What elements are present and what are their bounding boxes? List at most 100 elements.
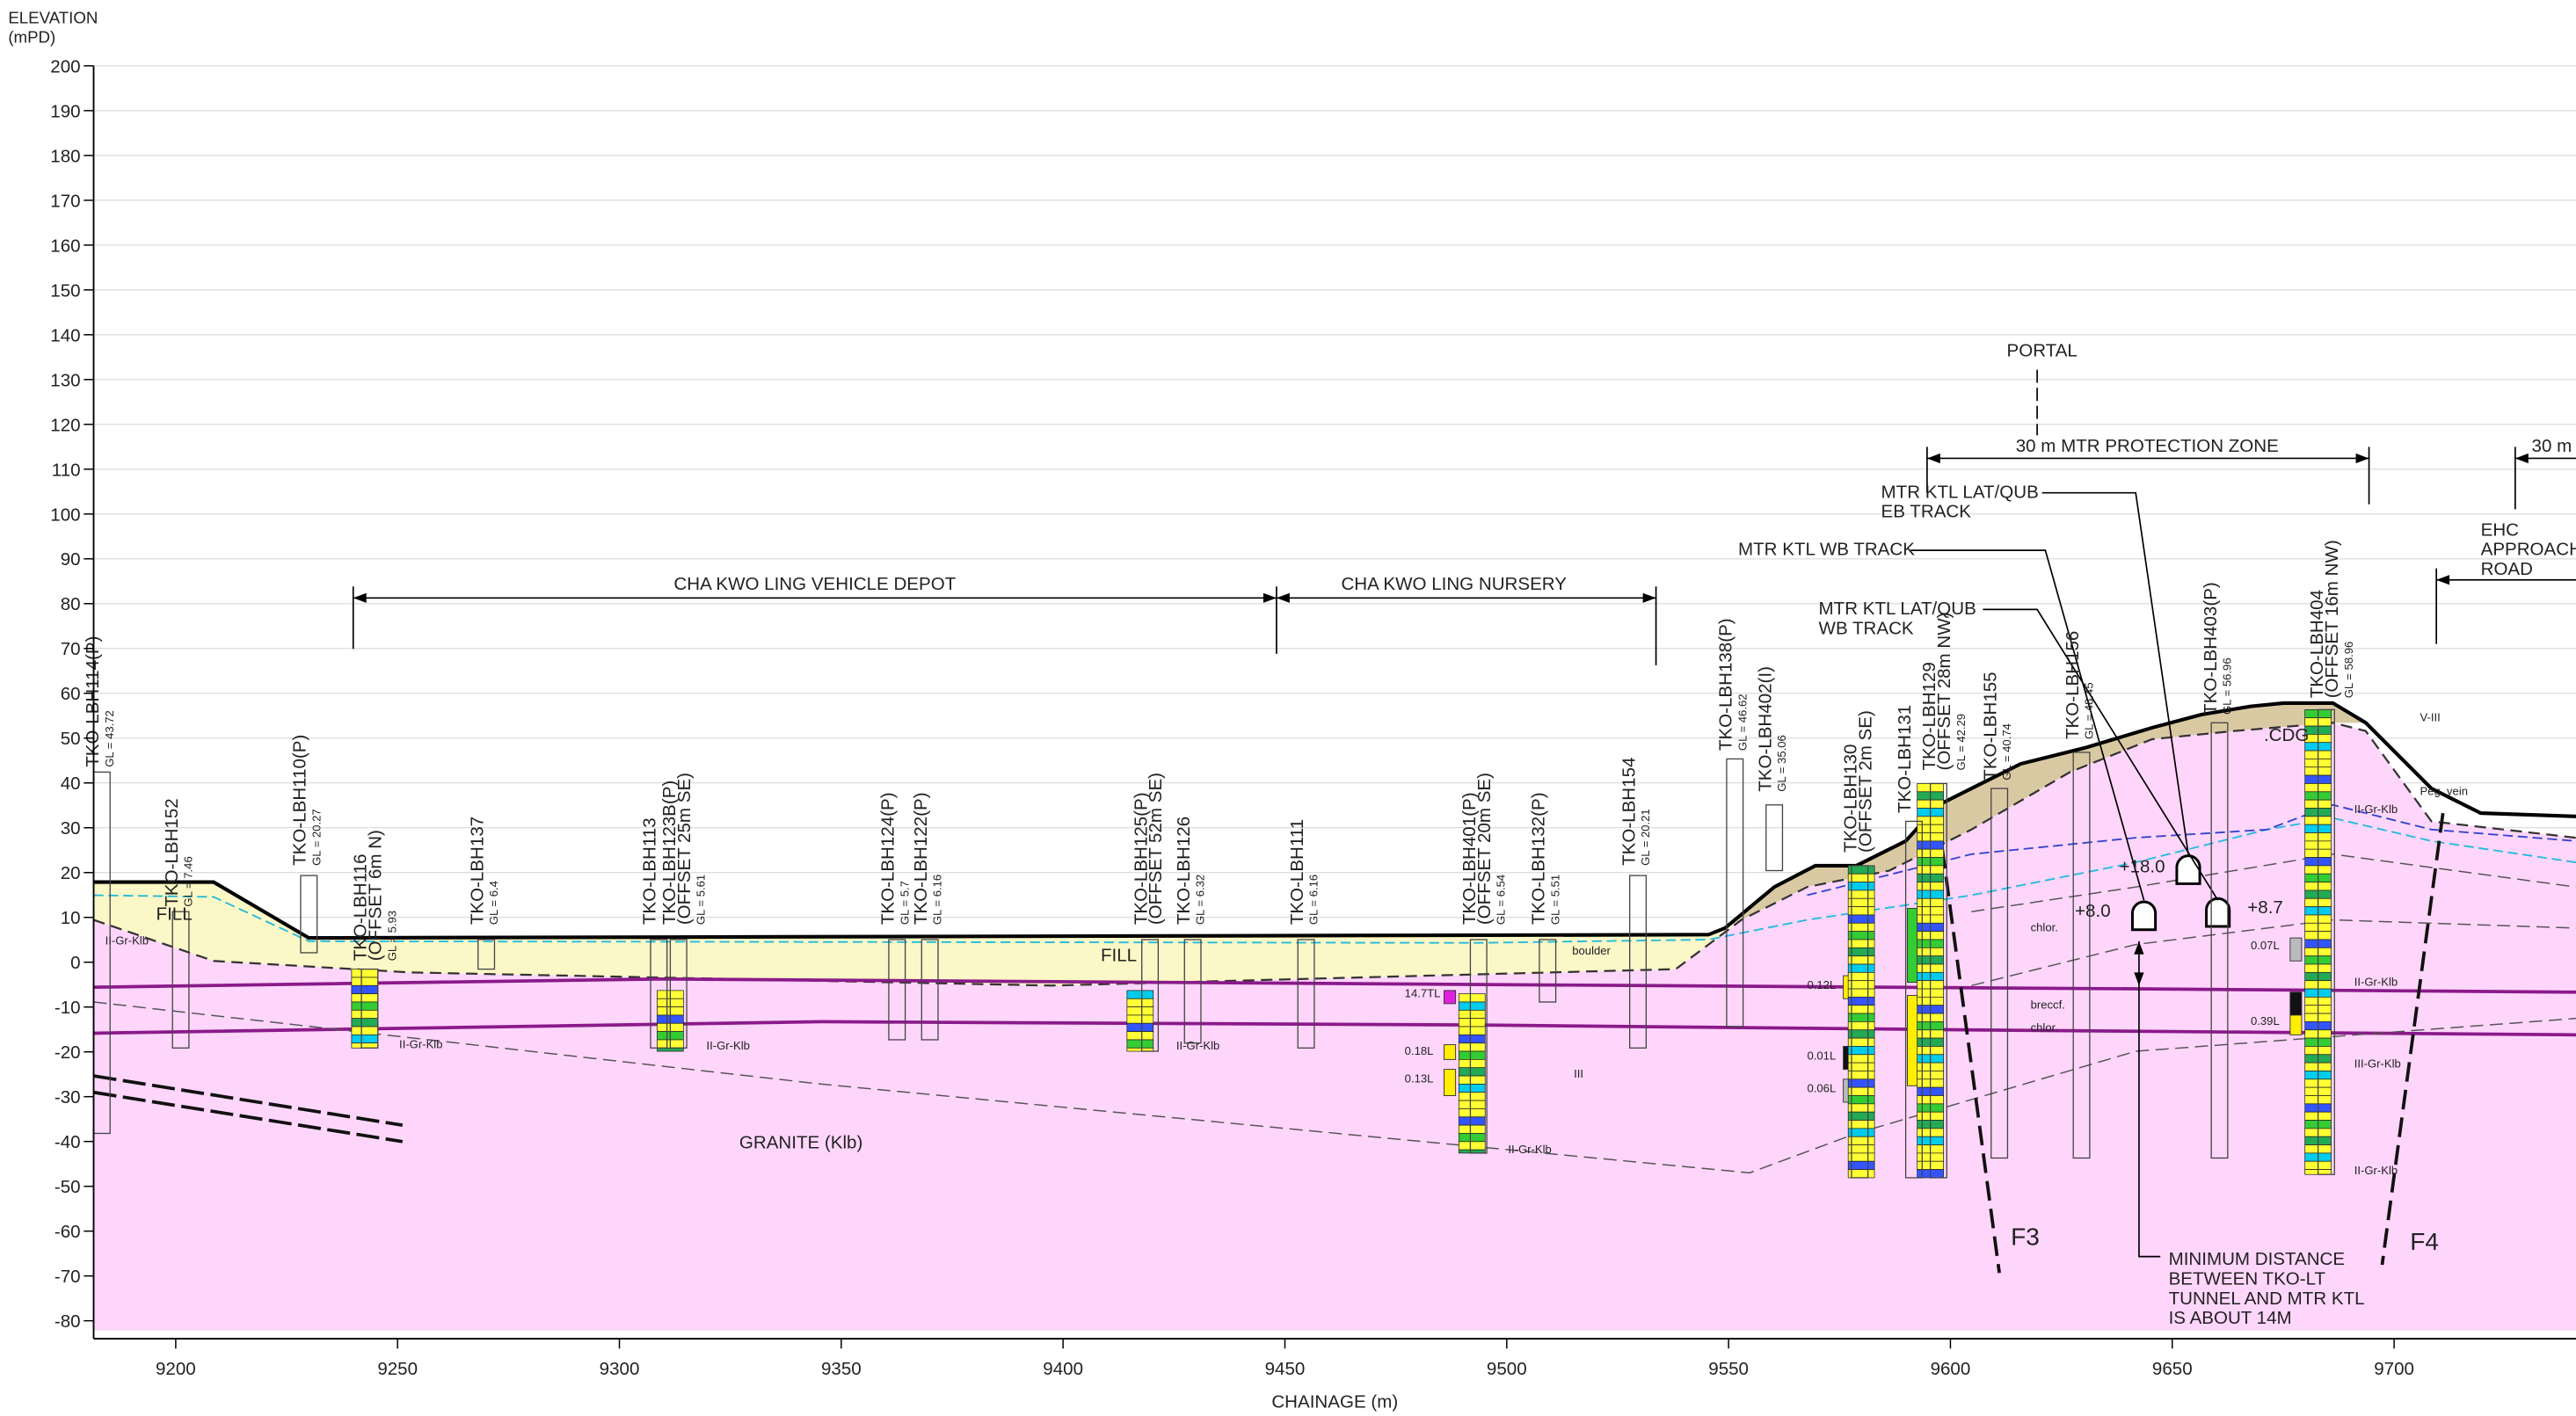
borehole-label: GL = 35.06 xyxy=(1775,735,1788,792)
annotation: F4 xyxy=(2410,1228,2439,1255)
borehole-label: GL = 58.96 xyxy=(2342,642,2355,699)
annotation: 0.39L xyxy=(2251,1014,2280,1028)
zone-label: CHA KWO LING NURSERY xyxy=(1341,574,1567,594)
annotation: EHC xyxy=(2481,519,2520,540)
y-tick-label: 110 xyxy=(52,460,81,480)
core-segment xyxy=(1848,882,1874,890)
dimension-line xyxy=(2436,569,2576,644)
annotation: MTR KTL LAT/QUB xyxy=(1881,482,2039,502)
x-tick-label: 9700 xyxy=(2374,1359,2414,1379)
core-segment xyxy=(1459,1117,1485,1125)
core-segment xyxy=(1459,1035,1485,1042)
core-segment xyxy=(352,969,378,977)
core-segment xyxy=(1459,994,1485,1002)
annotation: IS ABOUT 14M xyxy=(2169,1308,2292,1328)
y-tick-label: 20 xyxy=(61,863,81,883)
annotation: II-Gr-Klb xyxy=(2354,1164,2398,1177)
borehole-label: GL = 6.54 xyxy=(1495,875,1508,925)
borehole-label: TKO-LBH110(P) xyxy=(290,735,310,866)
core-segment xyxy=(1848,907,1874,915)
borehole-label: TKO-LBH403(P) xyxy=(2201,582,2221,715)
annotation: II-Gr-Klb xyxy=(1508,1143,1551,1156)
core-segment xyxy=(352,1010,378,1018)
annotation: V-III xyxy=(2420,710,2440,723)
y-tick-label: 90 xyxy=(61,549,81,570)
x-tick-label: 9450 xyxy=(1265,1359,1306,1379)
borehole xyxy=(1766,805,1783,871)
annotation: 14.7TL xyxy=(1405,986,1441,999)
annotation: II-Gr-Klb xyxy=(1176,1039,1219,1052)
annotation: 0.13L xyxy=(1405,1072,1434,1086)
annotation: II-Gr-Klb xyxy=(707,1039,750,1052)
mtr-tunnel xyxy=(2132,902,2155,930)
y-tick-label: -80 xyxy=(55,1311,81,1332)
borehole-label: GL = 6.16 xyxy=(1307,875,1321,925)
core-segment xyxy=(1848,898,1874,906)
y-tick-label: 130 xyxy=(50,370,80,390)
core-segment xyxy=(1848,1161,1874,1169)
core-segment xyxy=(1459,1010,1485,1018)
marker xyxy=(2290,1015,2302,1035)
y-tick-label: -30 xyxy=(55,1087,81,1107)
annotation: .CDG xyxy=(2264,725,2309,745)
borehole-label: TKO-LBH113 xyxy=(640,817,660,925)
borehole-label: (OFFSET 6m N) xyxy=(366,830,386,961)
borehole-label: TKO-LBH132(P) xyxy=(1529,792,1549,925)
section-drawing: TKO-LBH114(P)GL = 43.72TKO-LBH152GL = 7.… xyxy=(0,0,2576,1416)
borehole-label: TKO-LBH156 xyxy=(2063,631,2083,739)
borehole-label: GL = 56.96 xyxy=(2221,657,2234,715)
annotation: MTR KTL LAT/QUB xyxy=(1819,599,1976,619)
core-segment xyxy=(352,1019,378,1027)
y-tick-label: -60 xyxy=(55,1222,81,1242)
core-segment xyxy=(1848,890,1874,898)
borehole-label: (OFFSET 28m NW) xyxy=(1934,613,1954,771)
annotation: boulder xyxy=(1572,944,1611,957)
core-segment xyxy=(1848,1055,1874,1063)
zone-label: CHA KWO LING VEHICLE DEPOT xyxy=(673,574,956,594)
annotation: chlor. xyxy=(2031,1021,2058,1035)
annotation: ROAD xyxy=(2481,559,2533,579)
borehole-label: GL = 5.93 xyxy=(385,911,398,961)
core-segment xyxy=(1848,1030,1874,1038)
borehole-label: TKO-LBH124(P) xyxy=(878,792,899,925)
annotation: F3 xyxy=(2011,1224,2040,1251)
x-tick-label: 9500 xyxy=(1487,1359,1527,1379)
borehole-label: GL = 20.21 xyxy=(1639,809,1652,866)
y-axis-title: (mPD) xyxy=(8,28,55,47)
core-segment xyxy=(1848,1095,1874,1103)
y-tick-label: 70 xyxy=(61,639,81,659)
borehole-label: TKO-LBH126 xyxy=(1174,817,1194,925)
core-segment xyxy=(1459,1100,1485,1108)
borehole-label: GL = 6.4 xyxy=(487,881,500,925)
borehole-label: TKO-LBH155 xyxy=(1980,672,2000,780)
y-tick-label: -20 xyxy=(55,1042,81,1063)
core-segment xyxy=(1848,981,1874,989)
zone-label: 30 m MTR PROTECTION ZONE xyxy=(2016,436,2279,456)
annotation: chlor. xyxy=(2031,921,2058,934)
y-tick-label: 80 xyxy=(61,594,81,614)
annotation: 0.01L xyxy=(1807,1049,1836,1062)
core-segment xyxy=(1848,972,1874,980)
core-segment xyxy=(1848,874,1874,882)
borehole-label: TKO-LBH138(P) xyxy=(1716,618,1736,751)
core-segment xyxy=(1459,1051,1485,1059)
annotation: +18.0 xyxy=(2120,856,2165,876)
annotation: MINIMUM DISTANCE xyxy=(2169,1249,2346,1269)
annotation: APPROACH xyxy=(2481,540,2576,560)
annotation: GRANITE (Klb) xyxy=(739,1132,862,1152)
marker xyxy=(1444,991,1456,1004)
borehole-label: GL = 6.32 xyxy=(1194,875,1207,925)
annotation: III-Gr-Klb xyxy=(2354,1057,2401,1071)
core-segment xyxy=(1459,1043,1485,1051)
y-tick-label: -10 xyxy=(55,998,81,1018)
annotation: TUNNEL AND MTR KTL xyxy=(2169,1289,2365,1309)
core-segment xyxy=(1127,1040,1153,1048)
borehole-label: GL = 48.45 xyxy=(2083,682,2096,739)
borehole-label: GL = 5.7 xyxy=(898,881,911,925)
y-tick-label: 140 xyxy=(50,325,80,345)
annotation: WB TRACK xyxy=(1819,618,1914,638)
core-segment xyxy=(1459,1076,1485,1084)
core-segment xyxy=(1459,1084,1485,1092)
page: { "axes": { "y_title": ["ELEVATION", "(m… xyxy=(0,0,2576,1416)
core-segment xyxy=(1848,1121,1874,1129)
